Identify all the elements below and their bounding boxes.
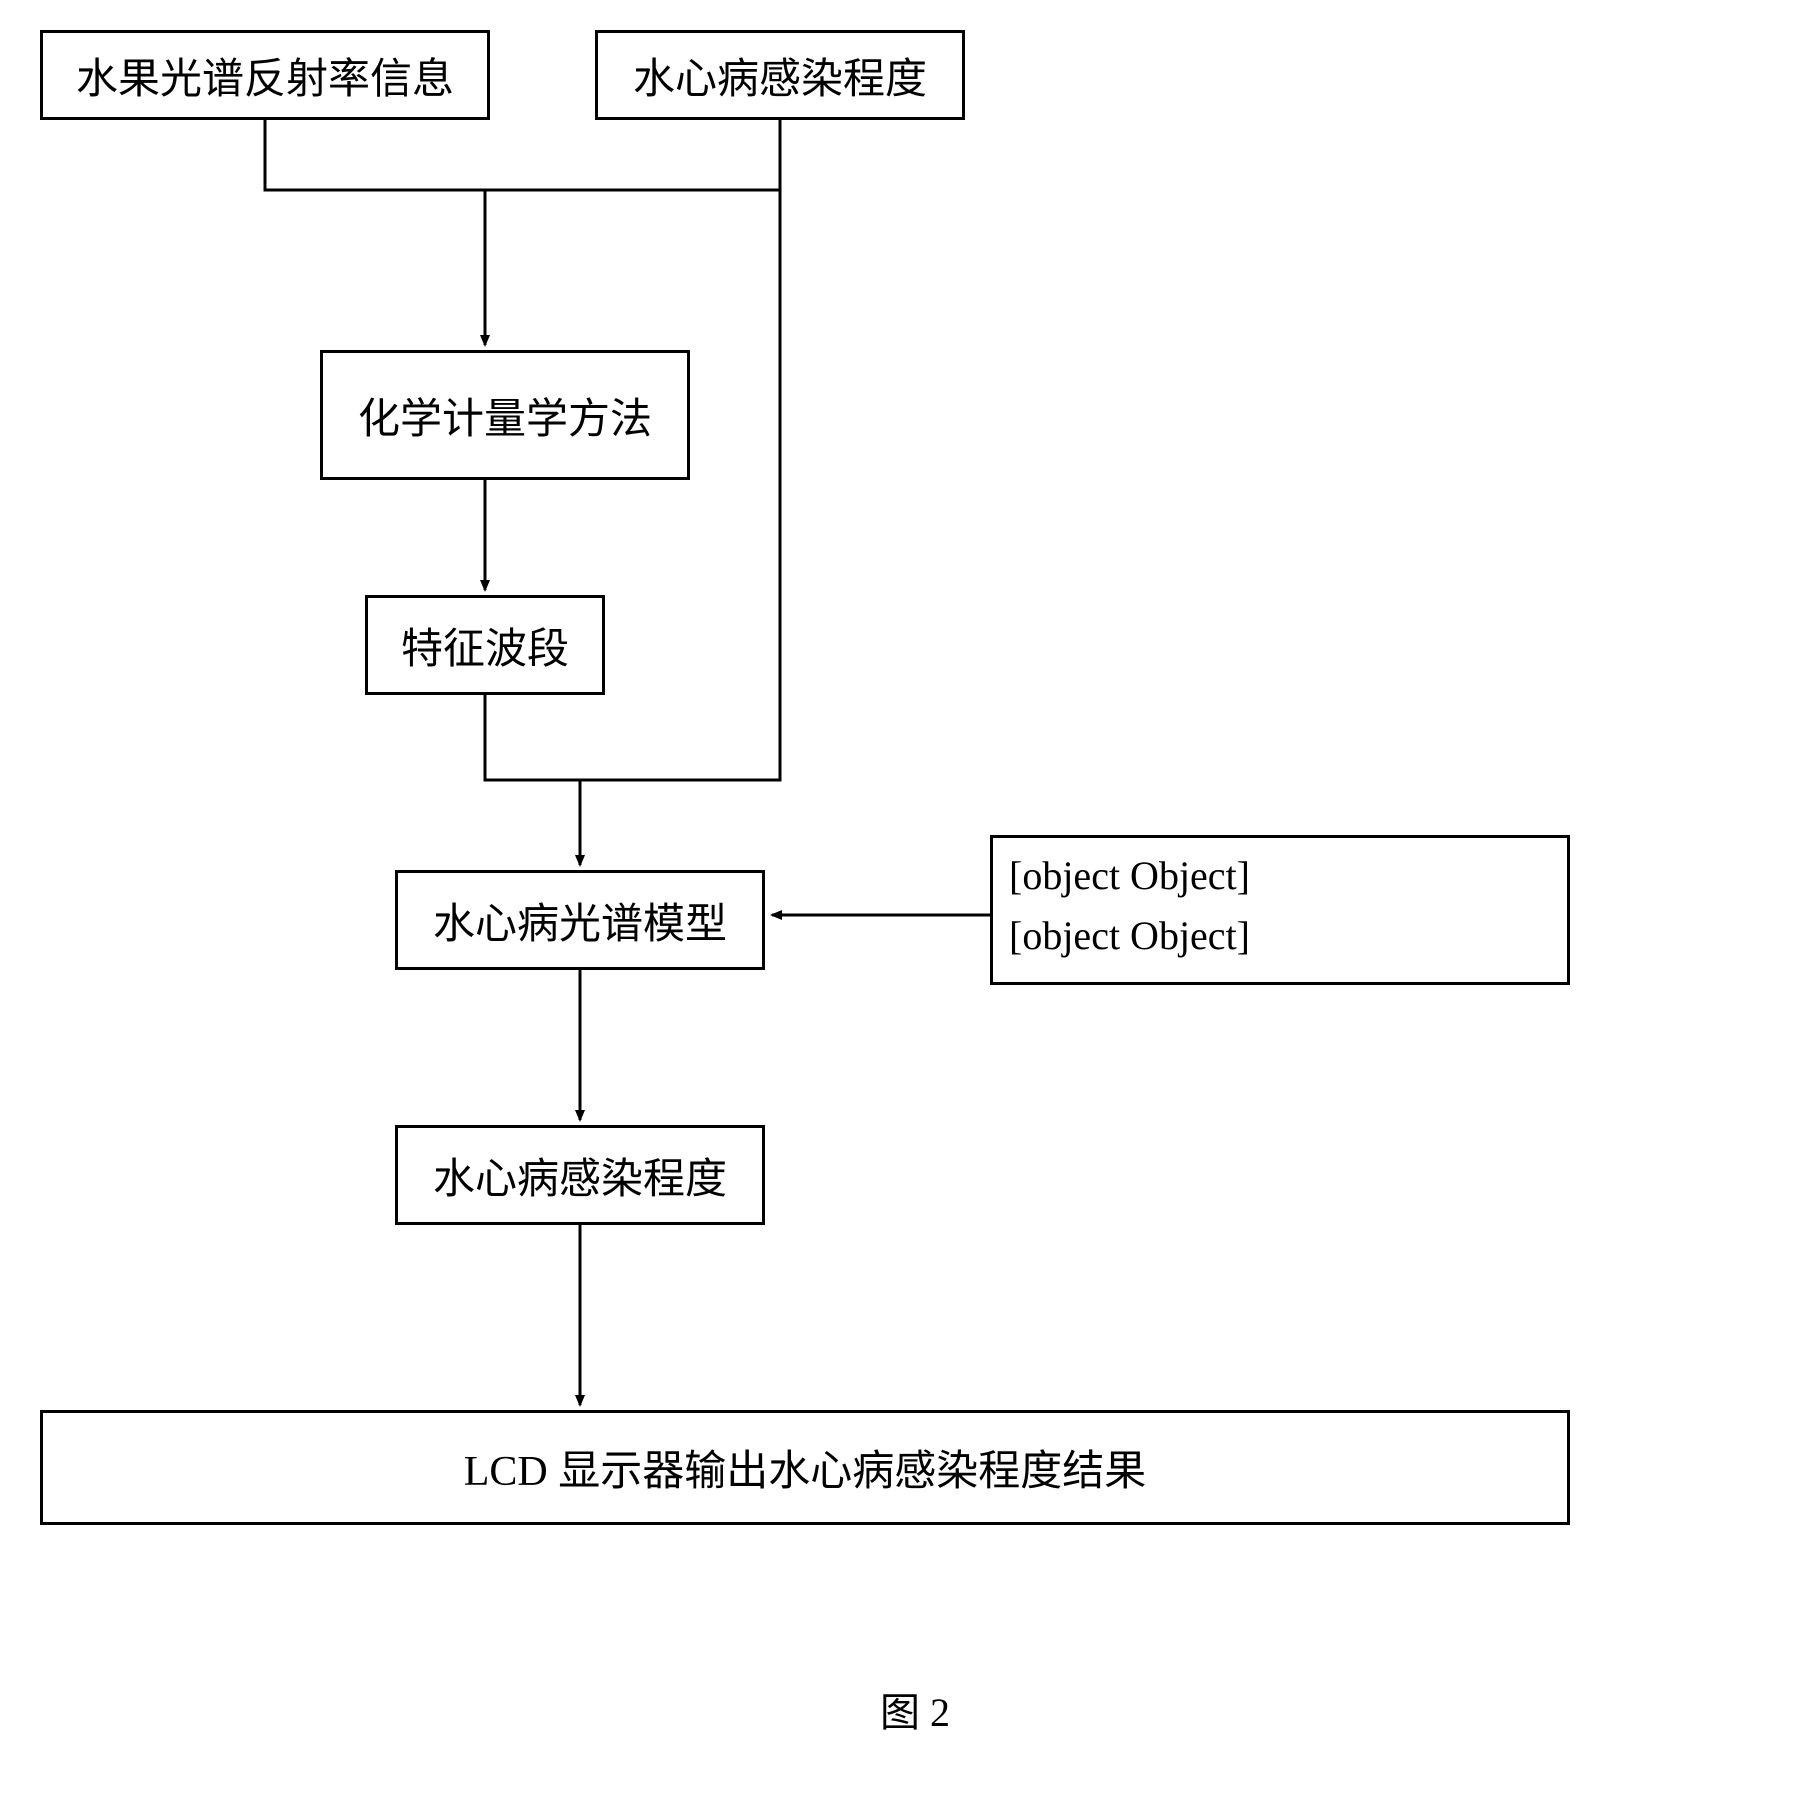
connectors — [0, 0, 1799, 1793]
